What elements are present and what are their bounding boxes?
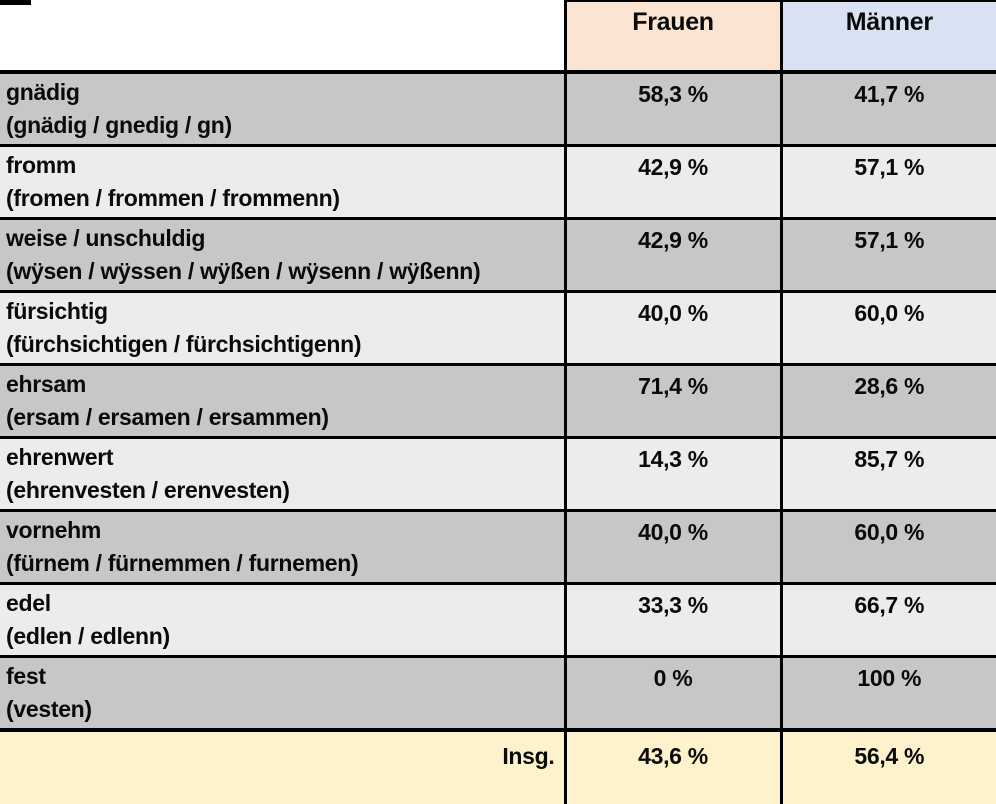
term-cell: vornehm (fürnem / fürnemmen / furnemen): [0, 510, 565, 585]
maenner-value: 66,7 %: [779, 583, 996, 658]
maenner-value: 28,6 %: [779, 364, 996, 439]
frauen-value: 0 %: [563, 656, 781, 732]
maenner-value: 57,1 %: [779, 218, 996, 293]
total-frauen-value: 43,6 %: [563, 730, 781, 804]
table-row: gnädig (gnädig / gnedig / gn) 58,3 % 41,…: [0, 72, 996, 147]
frauen-value: 58,3 %: [563, 72, 781, 147]
term-cell: fromm (fromen / frommen / frommenn): [0, 145, 565, 220]
term-variants: (fürnem / fürnemmen / furnemen): [6, 550, 359, 576]
term-cell: fürsichtig (fürchsichtigen / fürchsichti…: [0, 291, 565, 366]
table-row: ehrsam (ersam / ersamen / ersammen) 71,4…: [0, 364, 996, 439]
term-cell: ehrenwert (ehrenvesten / erenvesten): [0, 437, 565, 512]
maenner-value: 85,7 %: [779, 437, 996, 512]
table-row: ehrenwert (ehrenvesten / erenvesten) 14,…: [0, 437, 996, 512]
frauen-value: 42,9 %: [563, 218, 781, 293]
term-cell: weise / unschuldig (wÿsen / wÿssen / wÿß…: [0, 218, 565, 293]
frauen-value: 42,9 %: [563, 145, 781, 220]
header-frauen: Frauen: [563, 0, 783, 74]
term-word: fürsichtig: [6, 298, 108, 324]
header-term-column: [0, 1, 565, 74]
maenner-value: 41,7 %: [779, 72, 996, 147]
term-word: ehrenwert: [6, 444, 114, 470]
term-variants: (ersam / ersamen / ersammen): [6, 404, 329, 430]
term-word: gnädig: [6, 79, 80, 105]
maenner-value: 100 %: [779, 656, 996, 732]
term-word: fromm: [6, 152, 77, 178]
term-variants: (gnädig / gnedig / gn): [6, 112, 232, 138]
table-row: fest (vesten) 0 % 100 %: [0, 656, 996, 732]
table-header-row: Frauen Männer: [0, 0, 996, 74]
maenner-value: 60,0 %: [779, 291, 996, 366]
header-maenner: Männer: [781, 0, 996, 74]
term-word: fest: [6, 663, 46, 689]
maenner-value: 60,0 %: [779, 510, 996, 585]
term-cell: ehrsam (ersam / ersamen / ersammen): [0, 364, 565, 439]
total-maenner-value: 56,4 %: [779, 730, 996, 804]
term-cell: fest (vesten): [0, 656, 565, 732]
term-variants: (vesten): [6, 696, 92, 722]
table-row: edel (edlen / edlenn) 33,3 % 66,7 %: [0, 583, 996, 658]
term-cell: edel (edlen / edlenn): [0, 583, 565, 658]
table-row: weise / unschuldig (wÿsen / wÿssen / wÿß…: [0, 218, 996, 293]
frauen-value: 71,4 %: [563, 364, 781, 439]
term-word: ehrsam: [6, 371, 87, 397]
term-word: weise / unschuldig: [6, 225, 206, 251]
frauen-value: 40,0 %: [563, 291, 781, 366]
term-word: edel: [6, 590, 51, 616]
frauen-value: 33,3 %: [563, 583, 781, 658]
term-variants: (fromen / frommen / frommenn): [6, 185, 340, 211]
frauen-value: 40,0 %: [563, 510, 781, 585]
table-row: vornehm (fürnem / fürnemmen / furnemen) …: [0, 510, 996, 585]
cropped-border-fragment: [0, 0, 31, 5]
table-row: fürsichtig (fürchsichtigen / fürchsichti…: [0, 291, 996, 366]
term-variants: (wÿsen / wÿssen / wÿßen / wÿsenn / wÿßen…: [6, 258, 481, 284]
term-cell: gnädig (gnädig / gnedig / gn): [0, 72, 565, 147]
term-word: vornehm: [6, 517, 102, 543]
term-variants: (edlen / edlenn): [6, 623, 170, 649]
term-variants: (fürchsichtigen / fürchsichtigenn): [6, 331, 362, 357]
table-total-row: Insg. 43,6 % 56,4 %: [0, 730, 996, 804]
frauen-value: 14,3 %: [563, 437, 781, 512]
term-variants: (ehrenvesten / erenvesten): [6, 477, 290, 503]
maenner-value: 57,1 %: [779, 145, 996, 220]
table-row: fromm (fromen / frommen / frommenn) 42,9…: [0, 145, 996, 220]
total-label: Insg.: [0, 730, 565, 804]
